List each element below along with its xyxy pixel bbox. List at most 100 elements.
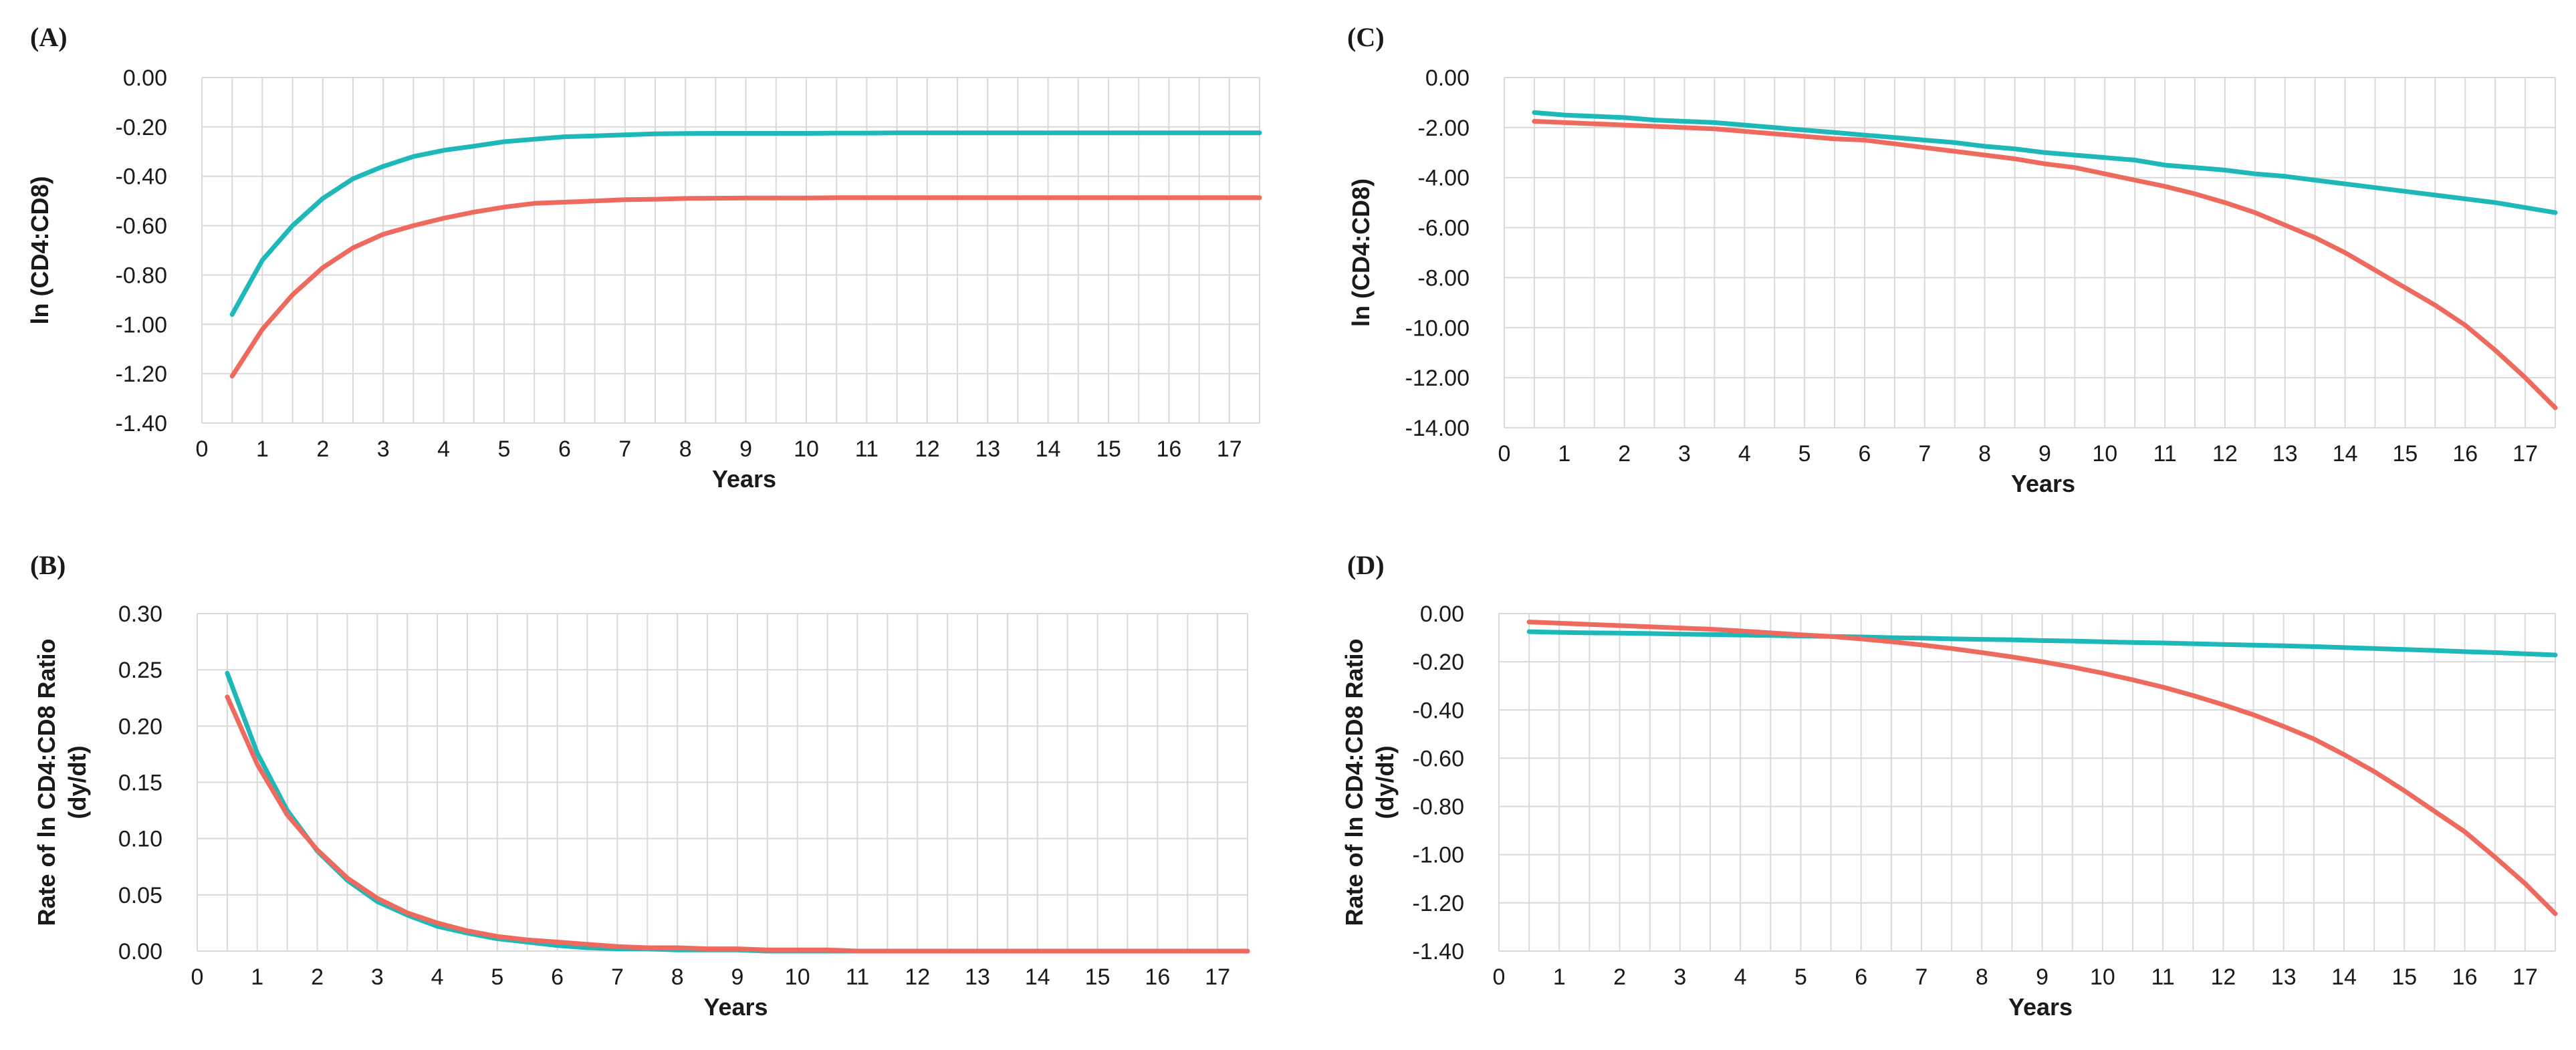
panel-d-y-tick-label: -0.20	[1413, 650, 1465, 675]
panel-c-series-red-line	[1532, 119, 2558, 410]
panel-d-y-tick-label: -1.20	[1413, 891, 1465, 916]
panel-b-x-tick-label: 13	[965, 964, 990, 990]
panel-c-x-tick-label: 13	[2272, 441, 2298, 467]
panel-a-x-tick-label: 5	[498, 436, 511, 462]
panel-d-x-tick-label: 10	[2090, 964, 2115, 990]
panel-c-y-tick-label: -14.00	[1405, 416, 1470, 441]
panel-a-x-tick-label: 10	[794, 436, 819, 462]
panel-a-y-tick-label: -0.60	[116, 214, 168, 239]
panel-a-x-tick-label: 4	[437, 436, 450, 462]
panel-c-y-tick-label: -10.00	[1405, 315, 1470, 341]
panel-a-x-tick-label: 0	[196, 436, 209, 462]
panel-d-x-tick-label: 17	[2512, 964, 2538, 990]
panel-c-x-tick-label: 7	[1918, 441, 1931, 467]
panel-b-x-tick-label: 14	[1025, 964, 1050, 990]
panel-c-y-tick-label: 0.00	[1425, 65, 1470, 91]
panel-a-y-axis-title: ln (CD4:CD8)	[26, 176, 53, 325]
panel-d-x-tick-label: 13	[2271, 964, 2297, 990]
panel-d-y-tick-label: 0.00	[1420, 602, 1464, 627]
panel-b-y-tick-label: 0.10	[118, 827, 162, 852]
panel-b-x-tick-label: 6	[551, 964, 564, 990]
panel-d-gridlines	[1498, 613, 2556, 952]
panel-c-x-tick-label: 5	[1798, 441, 1811, 467]
panel-c-x-tick-label: 9	[2038, 441, 2051, 467]
panel-b-y-tick-label: 0.30	[118, 602, 162, 627]
panel-b-x-tick-label: 4	[431, 964, 444, 990]
panel-d-x-tick-label: 0	[1493, 964, 1506, 990]
panel-a-y-tick-label: -1.40	[116, 411, 168, 436]
panel-a-y-tick-label: -0.20	[116, 115, 168, 140]
panel-a-y-tick-label: 0.00	[123, 65, 167, 91]
panel-c-y-tick-label: -12.00	[1405, 366, 1470, 391]
panel-a-x-tick-label: 6	[558, 436, 571, 462]
panel-d-series-red-line	[1526, 620, 2558, 916]
panel-c-x-tick-label: 10	[2092, 441, 2117, 467]
panel-a-x-tick-label: 12	[915, 436, 940, 462]
chart-panel-b: (B)0 1 2 3 4 5 6 7 8 9 10 11 12 13 14 15 16 170.300.250.2…	[30, 550, 1250, 1021]
panel-b-x-tick-label: 3	[371, 964, 384, 990]
chart-panel-c: (C)0 1 2 3 4 5 6 7 8 9 10 11 12 13 14 15 16 170.00-2.00-4…	[1347, 22, 2558, 497]
panel-d-x-tick-label: 3	[1673, 964, 1686, 990]
panel-b-x-tick-label: 12	[905, 964, 930, 990]
panel-b-y-tick-label: 0.25	[118, 658, 162, 683]
panel-a-x-tick-label: 13	[975, 436, 1000, 462]
panel-d-y-tick-label: -0.80	[1413, 795, 1465, 820]
panel-c-x-tick-label: 15	[2393, 441, 2418, 467]
panel-b-x-tick-label: 11	[846, 964, 869, 990]
panel-c-x-tick-label: 8	[1978, 441, 1991, 467]
panel-d-x-tick-label: 14	[2331, 964, 2357, 990]
panel-a-x-tick-label: 11	[855, 436, 879, 462]
chart-panel-d: (D)0 1 2 3 4 5 6 7 8 9 10 11 12 13 14 15 16 170.00-0.20-0…	[1340, 550, 2558, 1021]
panel-d-x-tick-label: 4	[1734, 964, 1747, 990]
panel-a-x-axis-title: Years	[712, 465, 776, 493]
panel-c-y-axis-title: ln (CD4:CD8)	[1347, 178, 1375, 327]
panel-b-x-tick-label: 17	[1205, 964, 1230, 990]
panel-c-x-tick-label: 2	[1618, 441, 1631, 467]
panel-c-y-tick-label: -4.00	[1418, 166, 1470, 191]
panel-c-label: (C)	[1347, 22, 1385, 52]
panel-c-y-tick-label: -2.00	[1418, 116, 1470, 141]
panel-c-x-axis-title: Years	[2011, 470, 2075, 497]
panel-b-x-tick-label: 2	[311, 964, 324, 990]
panel-a-x-tick-label: 15	[1096, 436, 1121, 462]
panel-d-x-tick-label: 6	[1855, 964, 1867, 990]
panel-a-label: (A)	[30, 22, 68, 52]
panel-d-y-axis-title: Rate of ln CD4:CD8 Ratio	[1340, 638, 1368, 926]
panel-d-x-tick-label: 2	[1613, 964, 1626, 990]
panel-c-y-tick-label: -6.00	[1418, 216, 1470, 241]
panel-a-x-tick-label: 17	[1217, 436, 1242, 462]
panel-a-y-tick-label: -0.80	[116, 263, 168, 288]
panel-d-x-tick-label: 5	[1794, 964, 1807, 990]
panel-a-x-tick-label: 16	[1156, 436, 1181, 462]
panel-b-y-axis-title: Rate of ln CD4:CD8 Ratio	[33, 638, 60, 926]
panel-b-x-tick-label: 9	[731, 964, 743, 990]
panel-d-x-tick-label: 11	[2151, 964, 2174, 990]
panel-d-y-axis-title: (dy/dt)	[1371, 746, 1399, 819]
panel-c-x-tick-label: 0	[1498, 441, 1511, 467]
panel-c-gridlines	[1504, 77, 2556, 428]
panel-c-x-tick-label: 4	[1738, 441, 1751, 467]
panel-d-x-tick-label: 8	[1976, 964, 1988, 990]
panel-a-x-tick-label: 1	[256, 436, 269, 462]
panel-c-series-teal-line	[1532, 110, 2558, 215]
panel-a-gridlines	[201, 77, 1260, 424]
panel-c-x-tick-label: 17	[2512, 441, 2538, 467]
panel-b-x-tick-label: 8	[671, 964, 684, 990]
panel-a-y-tick-label: -1.20	[116, 362, 168, 387]
chart-panel-a: (A)0 1 2 3 4 5 6 7 8 9 10 11 12 13 14 15 16 170.00-0.20-0…	[26, 22, 1262, 493]
panel-b-x-tick-label: 5	[491, 964, 503, 990]
panel-b-y-tick-label: 0.05	[118, 883, 162, 908]
panel-c-x-tick-label: 6	[1859, 441, 1871, 467]
panel-b-series-red-line	[225, 694, 1250, 954]
panel-b-x-tick-label: 0	[191, 964, 204, 990]
panel-d-x-tick-label: 7	[1915, 964, 1928, 990]
panel-a-y-tick-label: -0.40	[116, 164, 168, 190]
panel-c-x-tick-label: 12	[2212, 441, 2238, 467]
panel-d-series-teal-line	[1526, 629, 2558, 658]
panel-b-y-tick-label: 0.15	[118, 771, 162, 796]
panel-c-x-tick-label: 14	[2333, 441, 2358, 467]
panel-d-y-tick-label: -1.40	[1413, 939, 1465, 964]
panel-b-x-tick-label: 15	[1085, 964, 1110, 990]
panel-b-x-tick-label: 10	[785, 964, 810, 990]
